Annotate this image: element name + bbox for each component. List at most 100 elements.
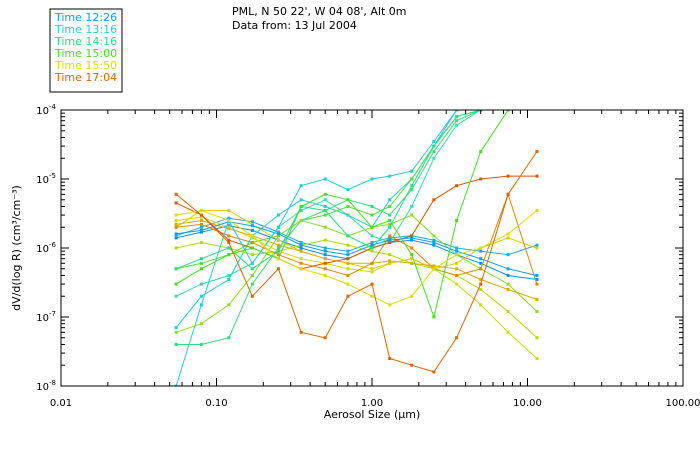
series-5-point (455, 253, 459, 257)
trace-4-point (323, 198, 327, 202)
series-2-point (250, 261, 254, 265)
trace-5-point (250, 282, 254, 286)
series-6-point (479, 282, 483, 286)
trace-11-point (276, 243, 280, 247)
trace-11-point (199, 219, 203, 223)
series-6-point (199, 213, 203, 217)
trace-2-point (299, 241, 303, 245)
trace-2-point (535, 243, 539, 247)
series-6 (174, 150, 539, 374)
trace-10-point (410, 257, 414, 261)
series-1-point (455, 249, 459, 253)
series-4-point (506, 110, 510, 112)
trace-8-point (174, 246, 178, 250)
trace-2-point (199, 225, 203, 229)
trace-2-point (479, 249, 483, 253)
series-5-point (276, 257, 280, 261)
trace-9-point (250, 236, 254, 240)
trace-8-point (250, 253, 254, 257)
series-1-point (479, 257, 483, 261)
trace-2-point (370, 241, 374, 245)
trace-11-point (323, 257, 327, 261)
trace-4-point (199, 282, 203, 286)
series-3-point (250, 267, 254, 271)
trace-1-point (323, 253, 327, 257)
trace-7-point (227, 303, 231, 307)
series-4-point (388, 219, 392, 223)
trace-3-point (323, 204, 327, 208)
series-5-point (299, 267, 303, 271)
series-1-point (174, 232, 178, 236)
trace-7-point (323, 225, 327, 229)
legend-entry: Time 12:26 (54, 11, 117, 24)
trace-12-point (410, 246, 414, 250)
trace-9-point (535, 357, 539, 361)
series-5-point (346, 282, 350, 286)
trace-3-point (388, 198, 392, 202)
trace-3-point (174, 326, 178, 330)
series-3-point (370, 246, 374, 250)
trace-13-point (388, 241, 392, 245)
trace-12-point (199, 222, 203, 226)
trace-3-point (227, 277, 231, 281)
series-6-point (506, 192, 510, 196)
trace-1-point (174, 236, 178, 240)
series-4-point (174, 282, 178, 286)
y-tick-label: 10-8 (36, 379, 56, 393)
series-3-point (346, 234, 350, 238)
trace-10-point (227, 208, 231, 212)
trace-6-point (323, 213, 327, 217)
trace-2-point (323, 246, 327, 250)
trace-8-point (346, 243, 350, 247)
series-1-point (250, 224, 254, 228)
trace-7 (174, 213, 539, 334)
trace-3-point (299, 198, 303, 202)
x-tick-label: 100.00 (666, 398, 700, 409)
y-tick-label: 10-7 (36, 310, 56, 324)
trace-13-point (455, 184, 459, 188)
trace-4-point (227, 273, 231, 277)
series-2-point (276, 225, 280, 229)
trace-4-point (410, 204, 414, 208)
trace-7-point (506, 282, 510, 286)
trace-8-point (479, 288, 483, 292)
x-axis-label: Aerosol Size (µm) (324, 408, 421, 421)
trace-5-point (174, 342, 178, 346)
trace-10-point (506, 236, 510, 240)
plot-area (174, 110, 539, 386)
trace-9-point (299, 257, 303, 261)
series-1-point (323, 249, 327, 253)
legend-entry: Time 17:04 (54, 71, 117, 84)
series-6-point (410, 363, 414, 367)
trace-6-point (388, 204, 392, 208)
trace-12-point (535, 282, 539, 286)
series-3-point (323, 208, 327, 212)
trace-10-point (535, 246, 539, 250)
trace-13-point (174, 201, 178, 205)
trace-7-point (174, 330, 178, 334)
trace-5-point (370, 204, 374, 208)
trace-1-point (535, 277, 539, 281)
series-6-point (323, 336, 327, 340)
series-5-point (432, 267, 436, 271)
trace-13-point (506, 174, 510, 178)
series-2-line (175, 110, 481, 386)
header-location: PML, N 50 22', W 04 08', Alt 0m (232, 5, 406, 18)
trace-6-point (370, 213, 374, 217)
trace-4-point (455, 123, 459, 127)
trace-12-point (250, 241, 254, 245)
trace-12-point (174, 225, 178, 229)
trace-1-point (250, 228, 254, 232)
trace-8-point (323, 238, 327, 242)
trace-5-point (199, 342, 203, 346)
trace-9-point (346, 267, 350, 271)
trace-7-point (299, 219, 303, 223)
series-1-point (199, 228, 203, 232)
series-6-point (370, 282, 374, 286)
series-1-point (370, 243, 374, 247)
series-6-point (535, 150, 539, 154)
series-1-line (176, 221, 538, 276)
series-3-point (455, 115, 459, 119)
